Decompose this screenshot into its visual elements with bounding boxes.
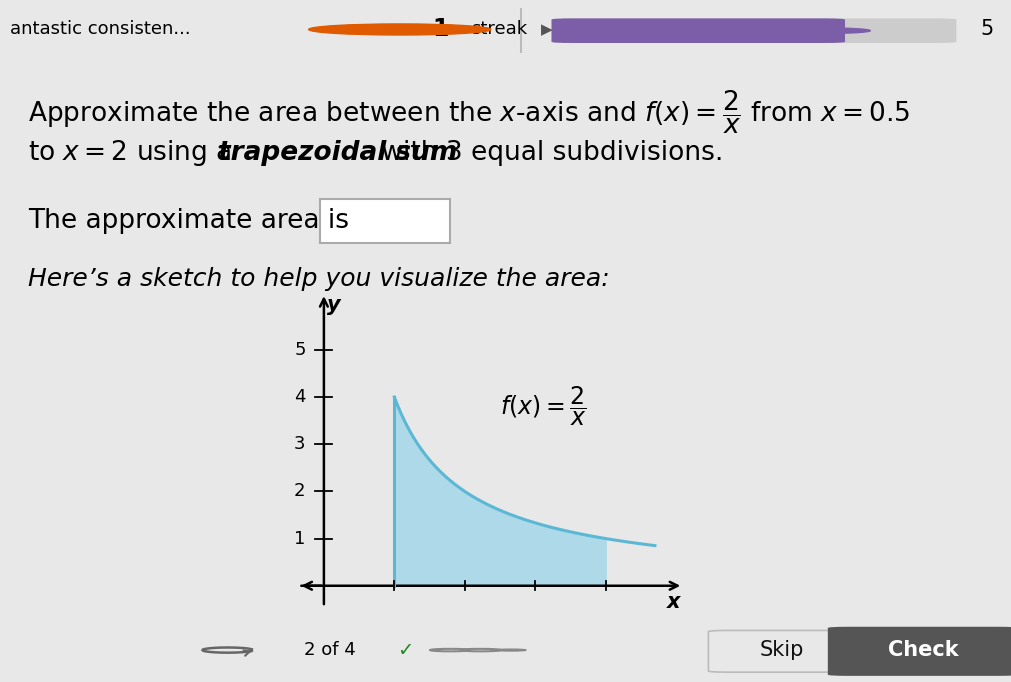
Text: 2 of 4: 2 of 4 <box>303 641 355 659</box>
Text: 3: 3 <box>294 435 305 454</box>
Text: 5: 5 <box>979 20 993 40</box>
Bar <box>319 198 450 243</box>
Text: streak: streak <box>470 20 526 38</box>
Circle shape <box>460 649 500 651</box>
Text: 1: 1 <box>294 530 305 548</box>
Text: to $x = 2$ using a: to $x = 2$ using a <box>28 138 234 168</box>
Text: Skip: Skip <box>759 640 804 660</box>
Text: with 3 equal subdivisions.: with 3 equal subdivisions. <box>373 140 723 166</box>
Text: ✓: ✓ <box>396 640 412 659</box>
Circle shape <box>495 649 526 651</box>
Circle shape <box>778 28 869 33</box>
Text: antastic consisten...: antastic consisten... <box>10 20 190 38</box>
Text: x: x <box>666 592 679 612</box>
FancyBboxPatch shape <box>551 18 955 43</box>
Text: ▶: ▶ <box>541 22 553 37</box>
Circle shape <box>430 649 470 651</box>
Text: 2: 2 <box>294 482 305 501</box>
Text: 5: 5 <box>294 341 305 359</box>
Text: The approximate area is: The approximate area is <box>28 208 349 234</box>
FancyBboxPatch shape <box>708 630 854 672</box>
Text: $f(x) = \dfrac{2}{x}$: $f(x) = \dfrac{2}{x}$ <box>499 385 586 428</box>
Text: y: y <box>327 295 341 315</box>
Circle shape <box>308 24 490 35</box>
Text: 1: 1 <box>432 18 448 42</box>
Text: Here’s a sketch to help you visualize the area:: Here’s a sketch to help you visualize th… <box>28 267 609 291</box>
FancyBboxPatch shape <box>827 627 1011 676</box>
Text: trapezoidal sum: trapezoidal sum <box>217 140 457 166</box>
Text: 4: 4 <box>294 388 305 406</box>
Text: Check: Check <box>887 640 957 660</box>
Text: Approximate the area between the $x$-axis and $f(x) = \dfrac{2}{x}$ from $x = 0.: Approximate the area between the $x$-axi… <box>28 89 910 136</box>
FancyBboxPatch shape <box>551 18 844 43</box>
